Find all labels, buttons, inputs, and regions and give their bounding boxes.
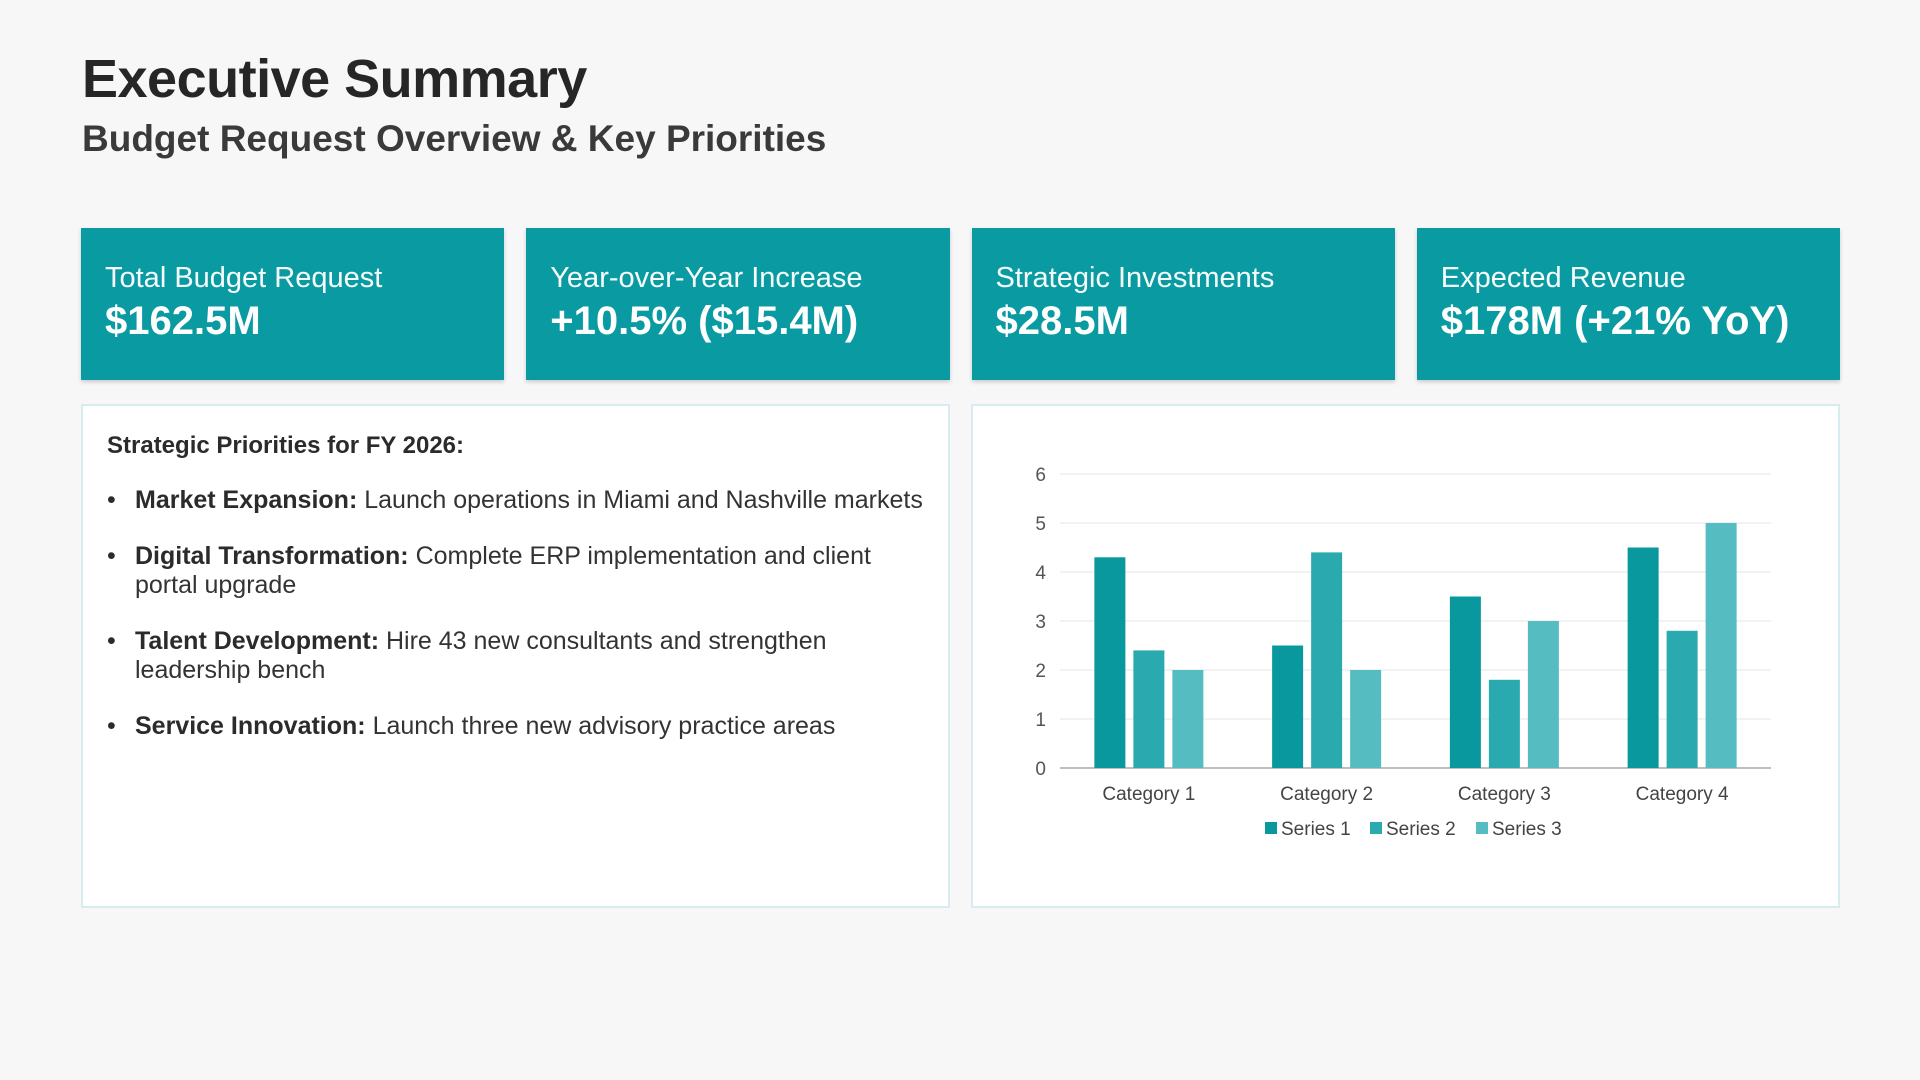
bar-3-1 xyxy=(1172,670,1204,768)
kpi-label: Expected Revenue xyxy=(1440,262,1686,294)
legend-swatch xyxy=(1370,822,1382,834)
y-tick-label: 2 xyxy=(1035,661,1046,682)
priority-text: Launch operations in Miami and Nashville… xyxy=(357,486,923,514)
bar-2-2 xyxy=(1311,552,1343,768)
y-tick-label: 5 xyxy=(1035,514,1046,535)
list-item: Service Innovation: Launch three new adv… xyxy=(107,712,924,741)
bar-3-4 xyxy=(1705,523,1737,768)
legend-swatch xyxy=(1476,822,1488,834)
bar-chart: 0 1 2 3 4 5 6 Category 1 Category 2 Category 3 Cat… xyxy=(1035,465,1771,840)
bar-1-4 xyxy=(1627,547,1659,768)
priority-term: Talent Development: xyxy=(135,627,380,655)
x-tick-label: Category 1 xyxy=(1102,784,1195,805)
kpi-label: Year-over-Year Increase xyxy=(550,262,863,294)
x-tick-label: Category 3 xyxy=(1458,784,1551,805)
legend-label: Series 1 xyxy=(1281,819,1351,840)
bar-3-2 xyxy=(1350,670,1382,768)
priority-term: Digital Transformation: xyxy=(135,542,409,570)
bar-2-4 xyxy=(1666,630,1698,768)
kpi-card-yoy-increase: Year-over-Year Increase +10.5% ($15.4M) xyxy=(526,228,950,380)
y-tick-label: 4 xyxy=(1035,563,1046,584)
y-tick-label: 6 xyxy=(1035,465,1046,486)
legend-swatch xyxy=(1265,822,1277,834)
priorities-list: Market Expansion: Launch operations in M… xyxy=(107,486,924,741)
legend-label: Series 3 xyxy=(1492,819,1562,840)
chart-panel: 0 1 2 3 4 5 6 Category 1 Category 2 Category 3 Cat… xyxy=(971,404,1840,908)
priority-text: Hire 43 new consultants and strengthen l… xyxy=(135,627,827,684)
priority-term: Service Innovation: xyxy=(135,712,366,740)
list-item: Digital Transformation: Complete ERP imp… xyxy=(107,542,924,600)
priority-text: Complete ERP implementation and client p… xyxy=(135,542,871,599)
bar-1-2 xyxy=(1272,645,1304,768)
kpi-label: Strategic Investments xyxy=(995,262,1275,294)
kpi-card-strategic-investments: Strategic Investments $28.5M xyxy=(971,228,1395,380)
kpi-label: Total Budget Request xyxy=(105,262,383,294)
y-tick-label: 3 xyxy=(1035,612,1046,633)
kpi-value: $28.5M xyxy=(995,299,1129,344)
kpi-row: Total Budget Request $162.5M Year-over-Y… xyxy=(81,228,1840,380)
y-tick-label: 0 xyxy=(1035,759,1046,780)
kpi-value: $178M (+21% YoY) xyxy=(1440,299,1790,344)
list-item: Talent Development: Hire 43 new consulta… xyxy=(107,627,924,685)
kpi-card-total-budget: Total Budget Request $162.5M xyxy=(81,228,505,380)
bar-1-1 xyxy=(1094,557,1126,768)
bar-2-3 xyxy=(1488,679,1520,768)
kpi-card-expected-revenue: Expected Revenue $178M (+21% YoY) xyxy=(1416,228,1840,380)
bar-3-3 xyxy=(1527,621,1559,768)
page-subtitle: Budget Request Overview & Key Priorities xyxy=(82,118,827,159)
kpi-value: +10.5% ($15.4M) xyxy=(550,299,859,344)
legend-label: Series 2 xyxy=(1386,819,1456,840)
x-tick-label: Category 2 xyxy=(1280,784,1373,805)
priorities-heading: Strategic Priorities for FY 2026: xyxy=(107,432,465,459)
priority-term: Market Expansion: xyxy=(135,486,358,514)
x-tick-label: Category 4 xyxy=(1636,784,1729,805)
y-tick-label: 1 xyxy=(1035,710,1046,731)
page-title: Executive Summary xyxy=(82,49,587,109)
priorities-panel: Strategic Priorities for FY 2026: Market… xyxy=(81,404,950,908)
bar-2-1 xyxy=(1133,650,1165,768)
list-item: Market Expansion: Launch operations in M… xyxy=(107,486,924,515)
kpi-value: $162.5M xyxy=(105,299,261,344)
bar-1-3 xyxy=(1449,596,1481,768)
priority-text: Launch three new advisory practice areas xyxy=(365,712,836,740)
